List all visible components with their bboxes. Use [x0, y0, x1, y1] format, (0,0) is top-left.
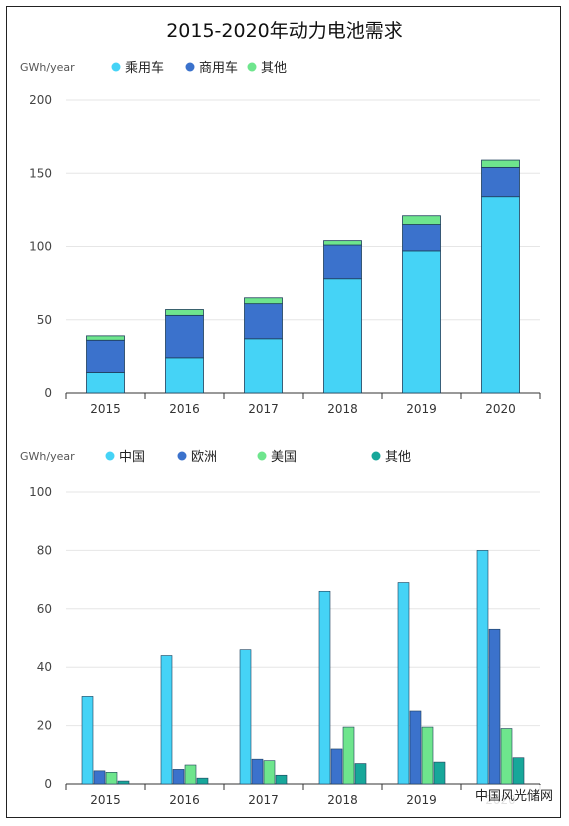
bar [251, 758, 264, 785]
bar [488, 628, 501, 785]
bar-segment [86, 372, 125, 394]
chart-frame [6, 6, 561, 818]
bar-segment [165, 357, 204, 394]
bar [196, 777, 209, 785]
watermark: 中国风光储网 [472, 785, 555, 804]
legend-marker [111, 62, 121, 72]
x-tick-label: 2015 [90, 402, 121, 416]
bar-segment [165, 314, 204, 359]
legend-label: 中国 [119, 450, 145, 465]
bar-segment [323, 244, 362, 280]
bar [318, 590, 331, 785]
bar [500, 728, 513, 785]
bar-segment [323, 240, 362, 246]
y-axis-label: GWh/year [20, 450, 75, 463]
bar-segment [481, 159, 520, 168]
legend-label: 其他 [385, 450, 411, 465]
y-tick-label: 60 [37, 602, 52, 616]
y-tick-label: 200 [29, 93, 52, 107]
bar [476, 550, 489, 785]
bar [275, 774, 288, 785]
y-tick-label: 40 [37, 660, 52, 674]
legend-label: 乘用车 [125, 60, 164, 76]
bar [397, 582, 410, 785]
y-tick-label: 150 [29, 166, 52, 180]
bar [409, 710, 422, 785]
y-tick-label: 20 [37, 719, 52, 733]
bar-segment [86, 335, 125, 341]
legend-marker [185, 62, 195, 72]
bar [160, 655, 173, 785]
y-tick-label: 100 [29, 485, 52, 499]
bar [172, 769, 185, 785]
legend-marker [371, 451, 381, 461]
x-tick-label: 2020 [485, 402, 516, 416]
bar [433, 761, 446, 785]
bar-segment [244, 297, 283, 305]
bar-segment [323, 278, 362, 394]
bar [354, 763, 367, 785]
bar [342, 726, 355, 785]
bar [184, 764, 197, 785]
bar-segment [402, 215, 441, 225]
bar [421, 726, 434, 785]
bar [105, 772, 118, 785]
bar-segment [402, 224, 441, 252]
x-tick-label: 2019 [406, 402, 437, 416]
legend-marker [257, 451, 267, 461]
bar-segment [165, 309, 204, 316]
bar [93, 770, 106, 785]
y-tick-label: 0 [44, 777, 52, 791]
x-tick-label: 2016 [169, 402, 200, 416]
x-tick-label: 2018 [327, 402, 358, 416]
bar-segment [244, 303, 283, 340]
legend-label: 美国 [271, 450, 297, 465]
bar [330, 748, 343, 785]
legend-marker [177, 451, 187, 461]
bar [512, 757, 525, 785]
x-tick-label: 2018 [327, 793, 358, 807]
x-tick-label: 2017 [248, 402, 279, 416]
bar-segment [402, 250, 441, 394]
bar-segment [244, 338, 283, 394]
bar-segment [481, 166, 520, 198]
y-tick-label: 100 [29, 240, 52, 254]
bar [81, 696, 94, 785]
legend-label: 欧洲 [191, 450, 217, 465]
bar-segment [86, 339, 125, 373]
bar [117, 780, 130, 785]
bar [239, 649, 252, 785]
legend-marker [105, 451, 115, 461]
chart-title: 2015-2020年动力电池需求 [166, 20, 403, 42]
x-tick-label: 2019 [406, 793, 437, 807]
x-tick-label: 2016 [169, 793, 200, 807]
x-tick-label: 2017 [248, 793, 279, 807]
y-tick-label: 50 [37, 313, 52, 327]
bar [263, 760, 276, 785]
legend-label: 商用车 [199, 60, 238, 76]
legend-marker [247, 62, 257, 72]
x-tick-label: 2015 [90, 793, 121, 807]
y-axis-label: GWh/year [20, 61, 75, 74]
y-tick-label: 80 [37, 543, 52, 557]
y-tick-label: 0 [44, 386, 52, 400]
legend-label: 其他 [261, 61, 287, 76]
bar-segment [481, 196, 520, 394]
